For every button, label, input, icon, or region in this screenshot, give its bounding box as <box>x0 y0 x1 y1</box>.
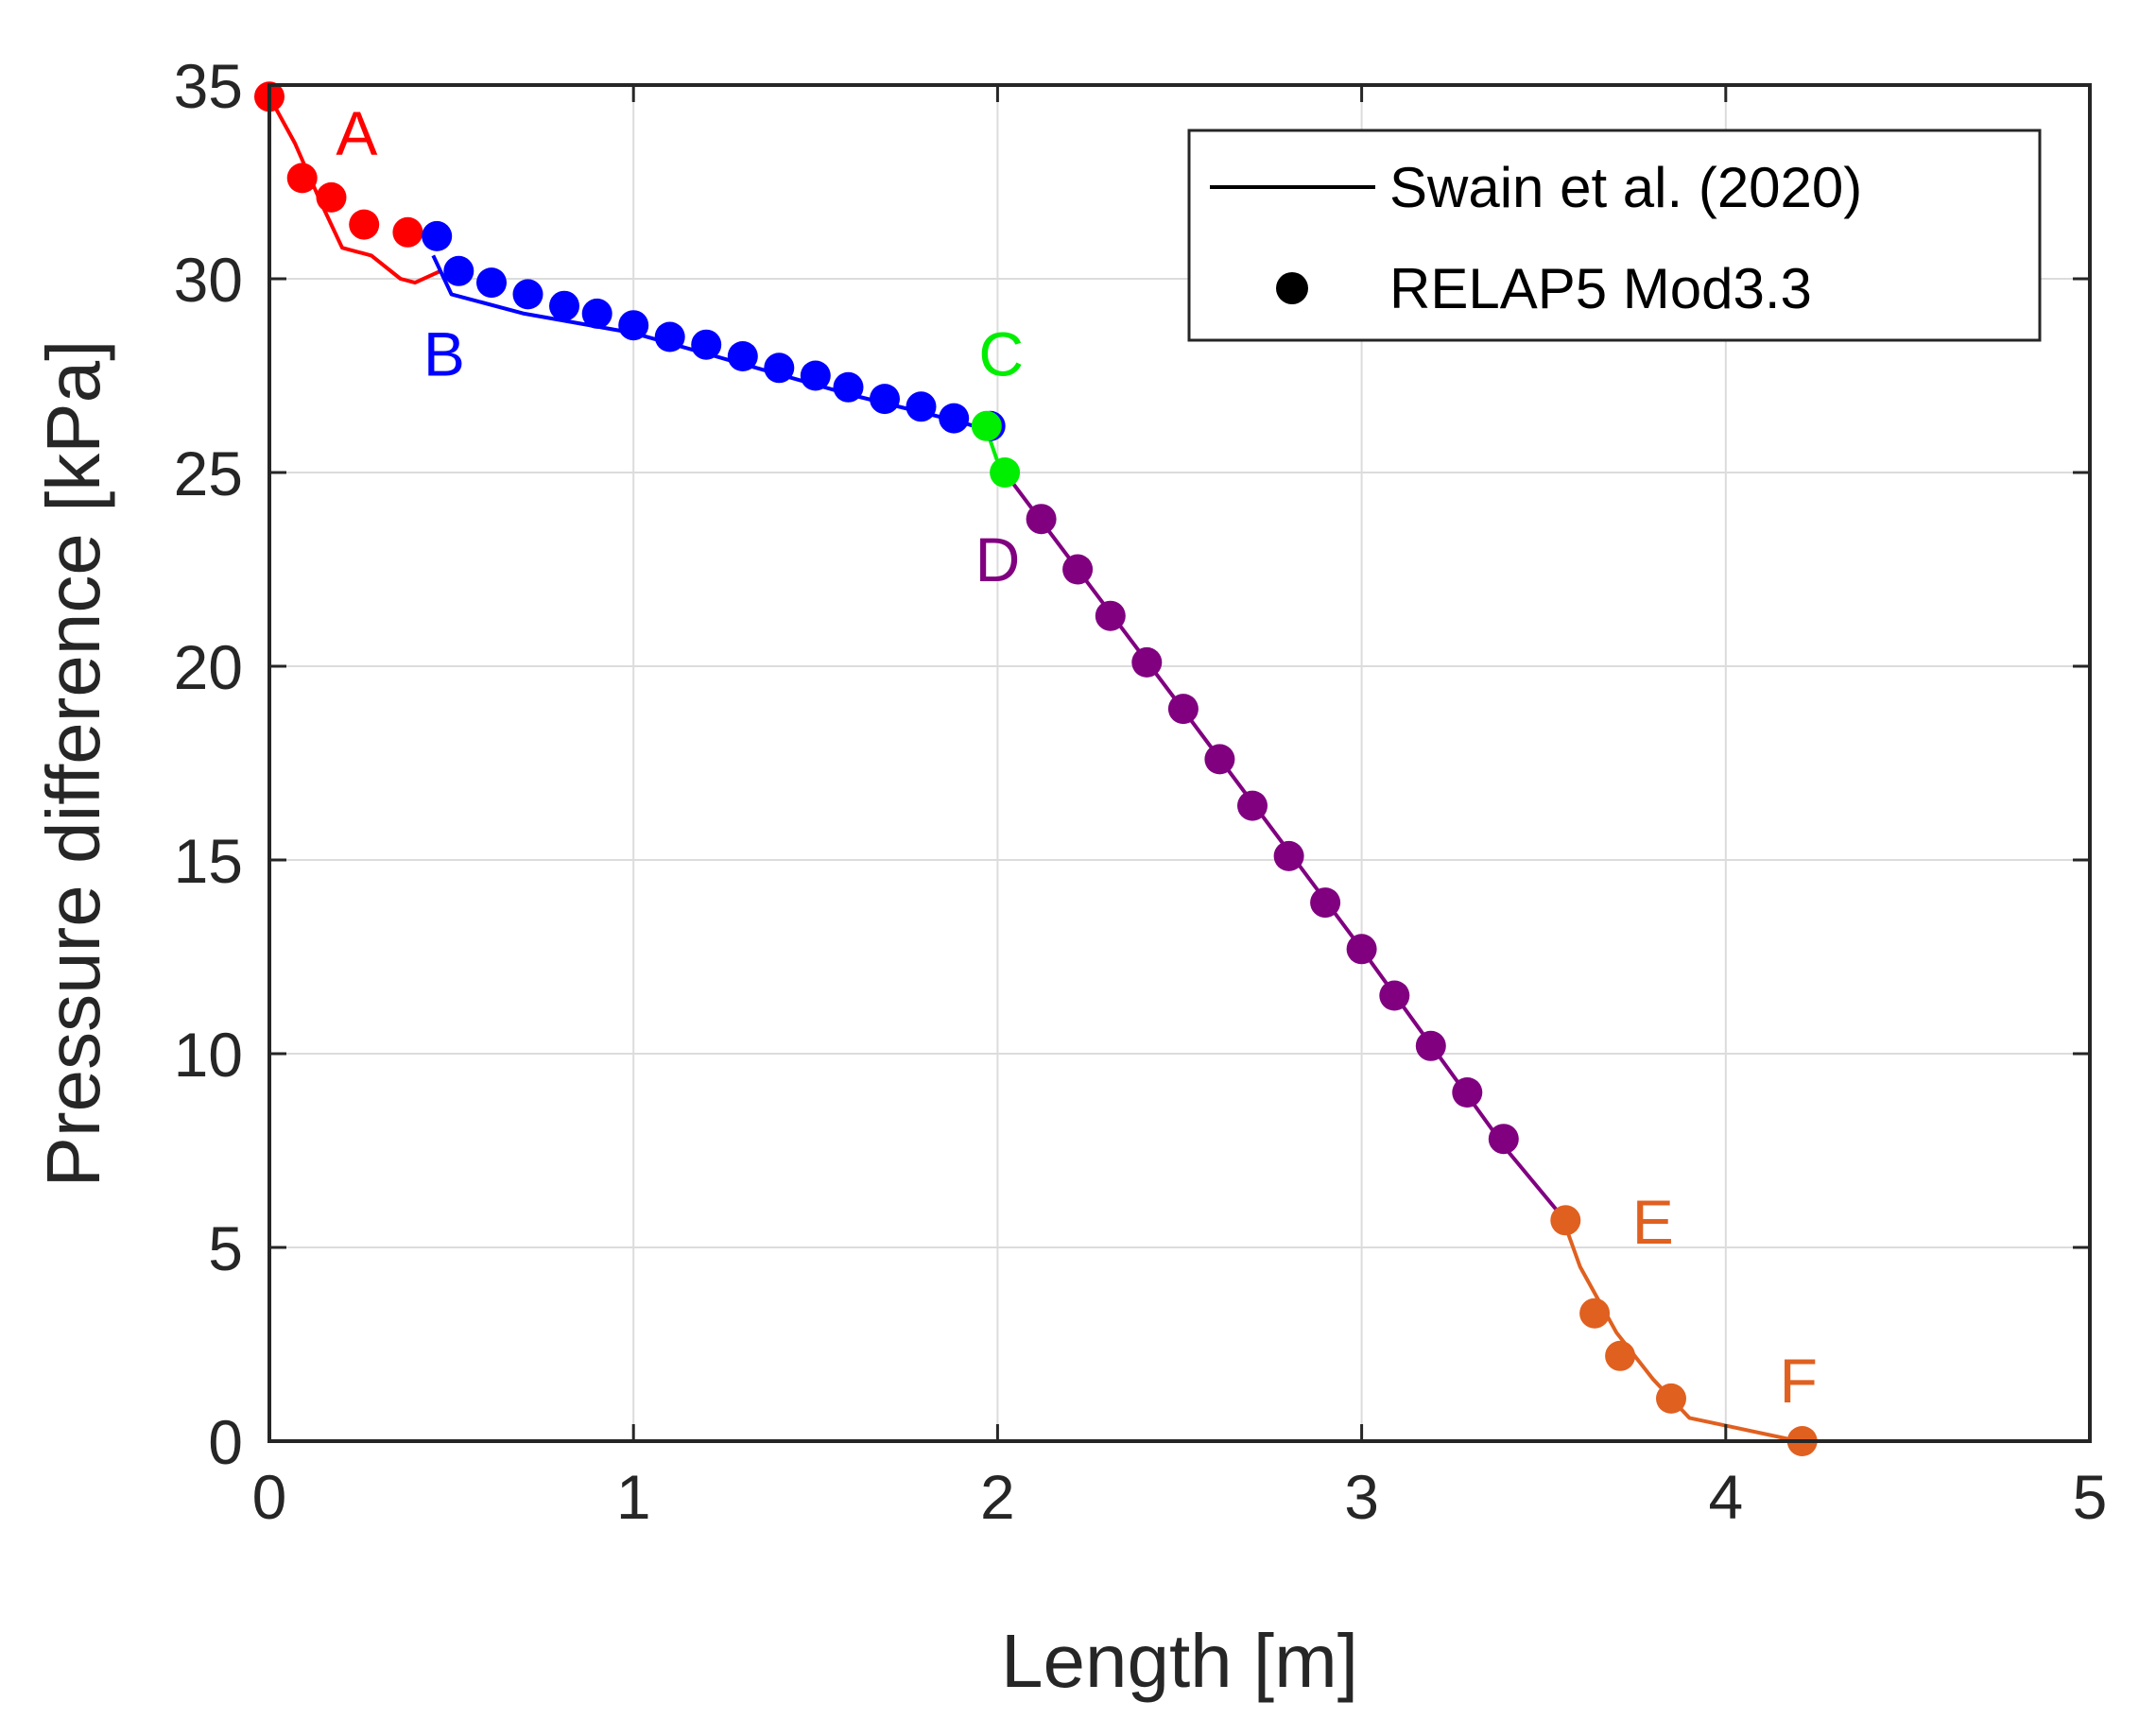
y-tick-label: 10 <box>174 1020 243 1090</box>
legend-dot-icon <box>1276 272 1308 304</box>
x-tick-label: 1 <box>616 1462 651 1532</box>
data-point <box>1452 1077 1483 1108</box>
data-point <box>1488 1124 1519 1155</box>
data-point <box>392 216 423 248</box>
legend: Swain et al. (2020) RELAP5 Mod3.3 <box>1187 129 2042 342</box>
y-tick-label: 35 <box>174 51 243 121</box>
data-point <box>906 391 937 422</box>
plot-frame <box>267 83 2092 1443</box>
segment-label: F <box>1780 1346 1818 1416</box>
data-point <box>1415 1030 1446 1061</box>
y-tick-labels: 0 5 10 15 20 25 30 35 <box>174 51 243 1477</box>
series-line-0 <box>267 95 441 285</box>
x-tick-label: 3 <box>1344 1462 1379 1532</box>
data-point <box>286 163 318 194</box>
data-point <box>422 220 453 251</box>
x-tick-labels: 0 1 2 3 4 5 <box>252 1462 2108 1532</box>
annotations: A B C D E F <box>336 98 1818 1416</box>
ticks <box>267 83 2092 1443</box>
series-points <box>254 81 1818 1456</box>
data-point <box>939 403 970 434</box>
data-point <box>990 457 1021 488</box>
data-point <box>618 310 649 341</box>
data-point <box>870 384 900 415</box>
data-point <box>727 341 758 371</box>
data-point <box>549 290 579 321</box>
data-point <box>764 352 795 384</box>
segment-label: D <box>975 524 1021 594</box>
data-point <box>1273 840 1304 871</box>
data-point <box>1204 744 1235 775</box>
data-point <box>1379 980 1410 1011</box>
data-point <box>1346 934 1377 965</box>
data-point <box>800 360 831 391</box>
x-tick-label: 2 <box>980 1462 1015 1532</box>
data-point <box>691 329 722 360</box>
x-tick-label: 5 <box>2073 1462 2108 1532</box>
x-tick-label: 0 <box>252 1462 287 1532</box>
y-tick-label: 25 <box>174 438 243 508</box>
legend-box <box>1187 129 2042 342</box>
y-tick-label: 5 <box>208 1213 243 1283</box>
data-point <box>476 267 507 299</box>
data-point <box>316 181 347 213</box>
legend-entry-relap5: RELAP5 Mod3.3 <box>1389 257 1812 320</box>
y-axis-title: Pressure difference [kPa] <box>31 340 115 1188</box>
segment-label: B <box>423 319 465 389</box>
x-tick-label: 4 <box>1708 1462 1743 1532</box>
segment-label: E <box>1632 1187 1674 1257</box>
y-tick-label: 15 <box>174 826 243 896</box>
data-point <box>1656 1383 1686 1414</box>
data-point <box>1237 790 1268 821</box>
legend-entry-swain: Swain et al. (2020) <box>1389 156 1862 219</box>
y-tick-label: 20 <box>174 632 243 702</box>
y-tick-label: 0 <box>208 1407 243 1477</box>
data-point <box>1095 600 1126 631</box>
data-point <box>833 371 864 403</box>
segment-label: A <box>336 98 377 168</box>
data-point <box>654 321 685 352</box>
data-point <box>512 279 543 310</box>
data-point <box>581 298 612 329</box>
data-point <box>1605 1340 1636 1371</box>
y-tick-label: 30 <box>174 245 243 315</box>
segment-label: C <box>978 319 1024 389</box>
data-point <box>1131 646 1163 678</box>
data-point <box>1310 887 1341 919</box>
x-axis-title: Length [m] <box>1001 1619 1358 1703</box>
data-point <box>1026 504 1057 535</box>
data-point <box>1062 554 1094 585</box>
data-point <box>1167 694 1199 725</box>
data-point <box>443 255 474 286</box>
data-point <box>349 209 380 240</box>
data-point <box>1579 1298 1611 1329</box>
data-point <box>1550 1205 1581 1236</box>
data-point <box>971 410 1002 441</box>
